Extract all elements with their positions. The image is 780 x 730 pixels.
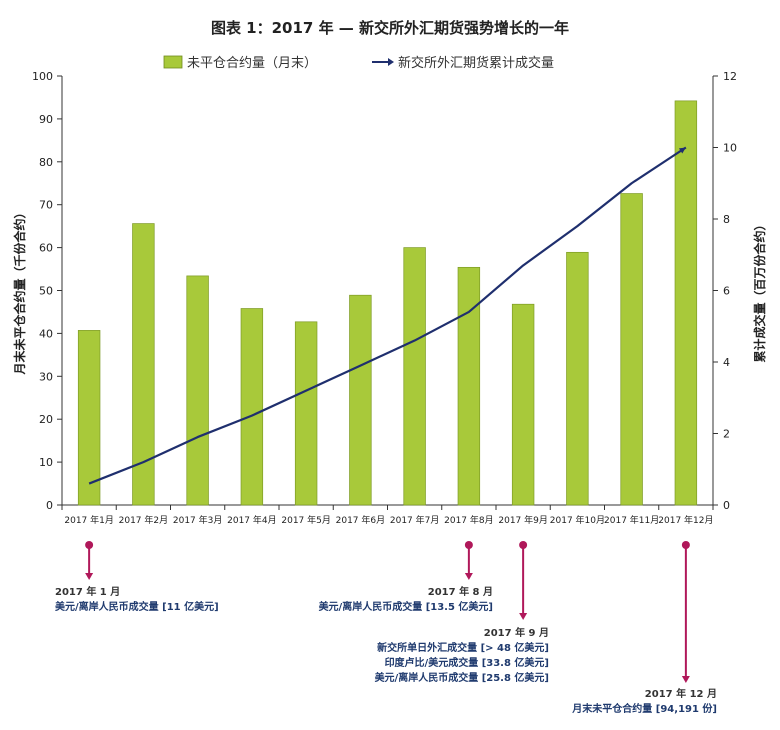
bar	[403, 247, 426, 506]
x-tick-label: 2017 年2月	[119, 514, 169, 526]
annotation-text: 美元/离岸人民币成交量 [13.5 亿美元]	[319, 600, 493, 613]
y2-tick-label: 6	[723, 285, 730, 298]
annotation-text: 美元/离岸人民币成交量 [25.8 亿美元]	[375, 671, 549, 684]
legend: 未平仓合约量（月末） 新交所外汇期货累计成交量	[163, 55, 554, 71]
y-tick-label: 100	[32, 70, 53, 83]
legend-swatch-arrow	[388, 58, 394, 66]
annotation-arrow-head	[464, 573, 473, 580]
legend-label-bar: 未平仓合约量（月末）	[187, 56, 317, 71]
axes: 0 10 20 30 40 50 60 70 80 90 100 0 2 4 6 8 10 12 月末未平仓合约量（…	[12, 70, 767, 512]
y-tick-label: 80	[39, 156, 53, 169]
y-tick-label: 90	[39, 113, 53, 126]
line-series	[88, 146, 687, 485]
x-tick-label: 2017 年4月	[227, 514, 277, 526]
y-tick-label: 70	[39, 199, 53, 212]
x-tick-label: 2017 年1月	[64, 514, 114, 526]
bar	[620, 193, 643, 506]
bar	[77, 330, 101, 506]
x-tick-label: 2017 年9月	[498, 514, 548, 526]
annotations: 2017 年 1 月美元/离岸人民币成交量 [11 亿美元] 2017 年 8 月…	[55, 541, 717, 715]
y2-tick-label: 4	[723, 356, 730, 369]
x-tick-label: 2017 年10月	[550, 514, 605, 526]
y2-tick-label: 8	[723, 213, 730, 226]
line-path	[88, 146, 687, 485]
y-tick-label: 0	[46, 499, 53, 512]
legend-label-line: 新交所外汇期货累计成交量	[398, 55, 554, 71]
y-tick-label: 10	[39, 456, 53, 469]
annotation-text: 月末未平仓合约量 [94,191 份]	[571, 702, 717, 715]
bar	[186, 275, 209, 506]
annotation-date: 2017 年 12 月	[645, 687, 717, 700]
x-axis-labels: 2017 年1月 2017 年2月 2017 年3月 2017 年4月 2017 年5月…	[64, 514, 713, 526]
annotation-date: 2017 年 9 月	[484, 626, 549, 639]
bars	[77, 100, 698, 506]
annotation-arrow-head	[519, 613, 528, 620]
y2-axis-title: 累计成交量（百万份合约）	[752, 218, 767, 362]
y-axis-title: 月末未平仓合约量（千份合约）	[12, 206, 27, 375]
bar	[566, 251, 589, 506]
line-arrowhead	[678, 147, 686, 154]
y-tick-label: 20	[39, 413, 53, 426]
y-tick-label: 30	[39, 370, 53, 383]
x-tick-label: 2017 年5月	[281, 514, 331, 526]
bar	[240, 308, 264, 506]
y2-tick-label: 2	[723, 428, 730, 441]
x-tick-label: 2017 年3月	[173, 514, 223, 526]
y2-tick-label: 12	[723, 70, 737, 83]
bar	[457, 266, 481, 506]
bar	[349, 294, 372, 506]
y2-tick-label: 10	[723, 142, 737, 155]
chart-title: 图表 1：2017 年 — 新交所外汇期货强势增长的一年	[211, 19, 569, 37]
legend-swatch-bar	[163, 55, 183, 69]
x-tick-label: 2017 年6月	[336, 514, 386, 526]
x-tick-label: 2017 年7月	[390, 514, 440, 526]
bar	[294, 321, 318, 506]
annotation-date: 2017 年 8 月	[428, 585, 493, 598]
annotation-text: 新交所单日外汇成交量 [> 48 亿美元]	[377, 641, 549, 654]
x-tick-label: 2017 年11月	[604, 514, 659, 526]
x-tick-label: 2017 年8月	[444, 514, 494, 526]
y-tick-label: 60	[39, 242, 53, 255]
annotation-arrow-head	[681, 676, 690, 683]
annotation-date: 2017 年 1 月	[55, 585, 120, 598]
annotation-text: 美元/离岸人民币成交量 [11 亿美元]	[55, 600, 219, 613]
annotation-text: 印度卢比/美元成交量 [33.8 亿美元]	[385, 656, 549, 669]
annotation-arrow-head	[85, 573, 94, 580]
y-tick-label: 40	[39, 327, 53, 340]
x-tick-label: 2017 年12月	[658, 514, 713, 526]
y2-tick-label: 0	[723, 499, 730, 512]
bar	[132, 223, 155, 506]
bar	[674, 100, 698, 506]
y-tick-label: 50	[39, 285, 53, 298]
bar	[511, 303, 535, 506]
